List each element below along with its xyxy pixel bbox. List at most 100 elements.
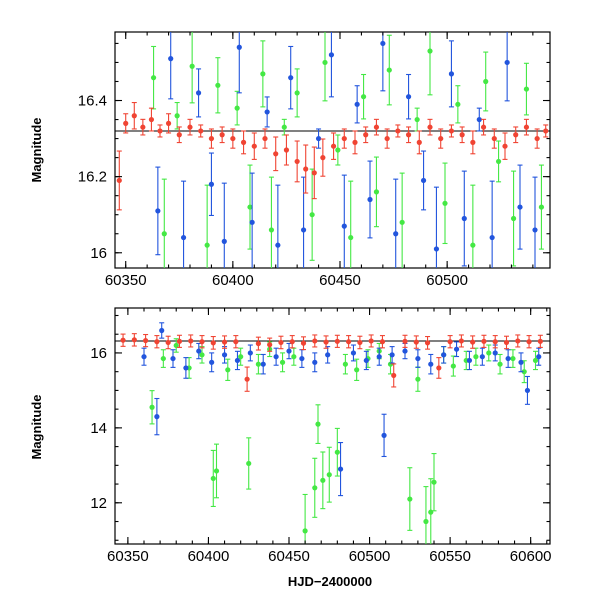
blue-data-point	[168, 56, 174, 62]
green-data-point	[407, 496, 413, 502]
blue-data-point	[489, 234, 495, 241]
red-data-point	[447, 339, 453, 345]
green-data-point	[268, 227, 275, 233]
blue-data-point	[264, 109, 270, 115]
x-tick-label: 60350	[105, 272, 147, 289]
red-data-point	[515, 338, 521, 344]
red-data-point	[346, 339, 352, 345]
top-panel: 60350 60400 60450 60500 16 16.2 16.4 Magnitude	[29, 31, 551, 289]
blue-data-point	[389, 352, 395, 358]
y-tick-label: 16.2	[78, 169, 107, 186]
green-data-point	[281, 124, 287, 130]
blue-data-point	[141, 354, 147, 360]
green-data-point	[334, 449, 340, 455]
green-data-point	[431, 479, 437, 485]
blue-data-point	[476, 116, 482, 123]
red-data-point	[352, 139, 358, 145]
blue-data-point	[363, 357, 369, 364]
green-data-point	[510, 215, 517, 222]
red-data-point	[424, 340, 431, 346]
blue-data-point	[350, 350, 357, 356]
green-data-point	[483, 78, 489, 85]
red-data-point	[230, 135, 236, 142]
red-data-point	[165, 120, 172, 126]
green-data-point	[294, 90, 300, 96]
blue-data-point	[299, 355, 305, 362]
red-data-point	[320, 155, 326, 161]
green-data-point	[450, 363, 456, 369]
blue-data-point	[428, 361, 434, 367]
red-data-point	[131, 337, 137, 343]
blue-data-point	[536, 354, 542, 360]
top-y-axis-label: Magnitude	[29, 118, 44, 183]
blue-data-point	[341, 223, 347, 229]
green-data-point	[427, 48, 433, 54]
red-data-point	[458, 338, 464, 344]
green-data-point	[538, 204, 545, 210]
blue-data-point	[461, 215, 467, 222]
y-tick-label: 16.4	[78, 93, 107, 110]
blue-data-point	[315, 135, 322, 142]
red-data-point	[303, 166, 309, 172]
green-data-point	[326, 472, 332, 478]
plot-marks-1	[115, 322, 550, 544]
green-data-point	[302, 528, 308, 534]
green-data-point	[320, 477, 326, 483]
blue-data-point	[170, 355, 176, 362]
x-tick-label: 60350	[107, 548, 149, 565]
red-data-point	[384, 135, 390, 142]
green-data-point	[215, 82, 221, 88]
red-data-point	[219, 132, 225, 138]
red-data-point	[273, 151, 279, 157]
green-data-point	[260, 71, 266, 77]
red-data-point	[537, 338, 543, 344]
top-panel-frame	[114, 31, 551, 269]
x-tick-label: 60500	[349, 548, 391, 565]
blue-data-point	[183, 365, 189, 371]
green-data-point	[234, 105, 240, 111]
blue-data-point	[249, 219, 255, 225]
blue-data-point	[376, 354, 382, 360]
red-data-point	[459, 132, 465, 138]
red-data-point	[208, 135, 215, 142]
blue-data-point	[208, 181, 215, 187]
red-data-point	[341, 135, 347, 142]
red-data-point	[267, 342, 273, 348]
blue-data-point	[155, 208, 161, 214]
x-tick-label: 60400	[188, 548, 230, 565]
blue-data-point	[381, 432, 387, 438]
red-data-point	[413, 339, 419, 345]
blue-data-point	[380, 40, 386, 47]
green-data-point	[414, 116, 420, 123]
bottom-plot-area: 60350 60400 60450 60500 60550 60600 12 14 16	[90, 308, 552, 565]
blue-data-point	[415, 355, 421, 362]
red-data-point	[116, 177, 122, 184]
blue-data-point	[453, 346, 460, 352]
red-data-point	[165, 339, 171, 346]
red-data-point	[311, 170, 317, 176]
red-data-point	[244, 376, 250, 382]
blue-data-point	[518, 359, 524, 365]
blue-data-point	[492, 350, 498, 356]
x-tick-label: 60450	[268, 548, 310, 565]
blue-data-point	[433, 246, 440, 252]
green-data-point	[246, 460, 252, 467]
red-data-point	[176, 132, 182, 138]
red-data-point	[436, 365, 442, 371]
red-data-point	[526, 339, 532, 345]
blue-data-point	[337, 466, 344, 472]
green-data-point	[386, 67, 392, 73]
red-data-point	[323, 339, 329, 345]
bottom-y-axis-label: Magnitude	[29, 395, 44, 460]
red-data-point	[448, 128, 455, 134]
red-data-point	[491, 135, 497, 142]
blue-data-point	[524, 387, 531, 394]
red-data-point	[176, 338, 183, 344]
green-data-point	[423, 518, 429, 525]
red-data-point	[154, 339, 160, 345]
red-data-point	[131, 113, 137, 119]
blue-data-point	[154, 414, 160, 420]
red-data-point	[289, 339, 295, 345]
green-data-point	[470, 242, 476, 248]
green-data-point	[247, 204, 253, 210]
